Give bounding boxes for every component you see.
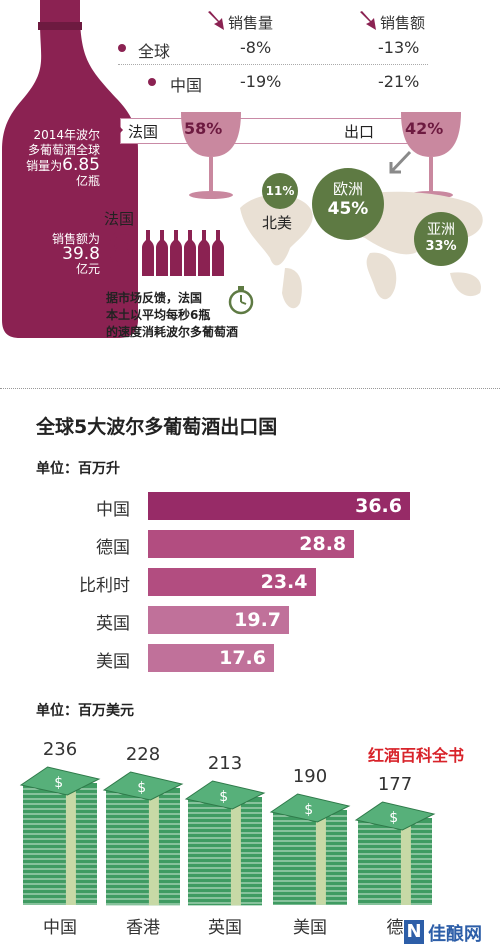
- divider: [118, 64, 428, 65]
- bottle-text-7: 亿元: [75, 262, 100, 276]
- region-asia-bubble: 亚洲 33%: [414, 212, 468, 266]
- section-divider: [0, 388, 500, 389]
- arrow-down-left-icon: [389, 150, 412, 174]
- bottle-volume-value: 6.85: [62, 155, 100, 175]
- money-stack-bar: $: [354, 801, 436, 905]
- region-eu-bubble: 欧洲 45%: [312, 168, 384, 240]
- bottle-text-1: 2014年波尔: [33, 128, 100, 142]
- bottle-text-3a: 销量为: [26, 159, 63, 173]
- france-pct: 58%: [184, 119, 223, 138]
- dollar-icon: $: [304, 802, 313, 818]
- bar-value-label: 17.6: [219, 647, 266, 669]
- bottle-text-2: 多葡萄酒全球: [27, 143, 100, 157]
- france-consume-line1: 据市场反馈，法国: [106, 291, 203, 305]
- money-stack-bar: $: [269, 793, 351, 905]
- volume-header: 销售量: [228, 14, 274, 32]
- bar-value-label: 19.7: [234, 609, 282, 631]
- bar: 23.4: [148, 568, 316, 596]
- bottle-text-5: 销售额为: [51, 232, 100, 246]
- france-consume-line3: 的速度消耗波尔多葡萄酒: [106, 325, 239, 339]
- stopwatch-icon: [228, 286, 254, 315]
- bar-value-label: 23.4: [260, 571, 308, 593]
- chart-title: 全球5大波尔多葡萄酒出口国: [36, 416, 278, 438]
- bar-category-label: 德国: [96, 538, 130, 558]
- bar: 36.6: [148, 492, 410, 520]
- region-na-pct: 11%: [265, 184, 295, 198]
- bar: 17.6: [148, 644, 274, 672]
- down-arrow-icon: [360, 11, 376, 30]
- region-asia-pct: 33%: [425, 239, 457, 254]
- bar-category-label: 美国: [96, 652, 130, 672]
- france-label: 法国: [128, 123, 159, 141]
- dollar-icon: $: [389, 810, 398, 826]
- bullet-icon: [148, 78, 156, 86]
- stat-row-global-label: 全球: [138, 42, 171, 61]
- bottle-text-4: 亿瓶: [75, 174, 100, 188]
- stat-row-global-value: -13%: [378, 38, 420, 57]
- brand-text: 红酒百科全书: [368, 746, 465, 765]
- region-eu-pct: 45%: [327, 199, 369, 219]
- export-label: 出口: [344, 123, 375, 141]
- bar-value-label: 36.6: [355, 495, 402, 517]
- region-eu-name: 欧洲: [332, 180, 363, 198]
- stat-row-china-label: 中国: [170, 76, 203, 95]
- bullet-icon: [118, 44, 126, 52]
- dollar-icon: $: [54, 775, 63, 791]
- wine-bottle: [2, 0, 138, 338]
- money-value-label: 190: [292, 766, 328, 788]
- bottles-icon: [142, 230, 224, 276]
- bar-category-label: 比利时: [79, 576, 130, 596]
- stat-row-global-volume: -8%: [240, 38, 272, 57]
- money-category-label: 香港: [126, 918, 160, 938]
- wine-glass-icon: [181, 112, 241, 199]
- dollar-icon: $: [137, 780, 146, 796]
- arrow-right-icon: [110, 124, 124, 136]
- bar: 19.7: [148, 606, 290, 634]
- bottles-per-second-number: 6: [106, 222, 137, 278]
- money-value-label: 213: [207, 752, 243, 774]
- money-stack-bar: $: [19, 766, 101, 905]
- france-consume-title: 法国: [104, 210, 135, 228]
- dollar-icon: $: [219, 789, 228, 805]
- region-asia-name: 亚洲: [427, 222, 455, 238]
- france-consume-line2: 本土以平均每秒6瓶: [106, 308, 211, 322]
- bottle-sales-value: 39.8: [62, 244, 100, 264]
- down-arrow-icon: [208, 11, 224, 30]
- money-stack-bar: $: [184, 780, 266, 905]
- value-header: 销售额: [380, 14, 426, 32]
- money-stack-bar: $: [102, 771, 184, 905]
- export-pct: 42%: [405, 119, 444, 138]
- region-na-bubble: 11%: [262, 173, 298, 209]
- money-category-label: 美国: [293, 918, 327, 938]
- export-band: [120, 118, 422, 144]
- chart-unit-dollars: 单位：百万美元: [36, 703, 134, 719]
- money-value-label: 236: [42, 739, 78, 760]
- bar: 28.8: [148, 530, 355, 558]
- money-category-label: 德: [386, 918, 404, 938]
- stat-row-china-value: -21%: [378, 72, 420, 91]
- bar-category-label: 中国: [96, 500, 130, 520]
- money-category-label: 英国: [208, 918, 242, 938]
- bar-category-label: 英国: [96, 614, 130, 634]
- region-na-name: 北美: [262, 214, 293, 232]
- watermark-logo: N: [404, 920, 424, 944]
- money-value-label: 228: [125, 743, 161, 765]
- money-value-label: 177: [377, 774, 413, 795]
- money-category-label: 中国: [43, 918, 77, 938]
- bar-value-label: 28.8: [299, 533, 347, 555]
- watermark-text: 佳酿网: [428, 924, 482, 945]
- stat-row-china-volume: -19%: [240, 72, 282, 91]
- chart-unit-liters: 单位：百万升: [36, 461, 120, 477]
